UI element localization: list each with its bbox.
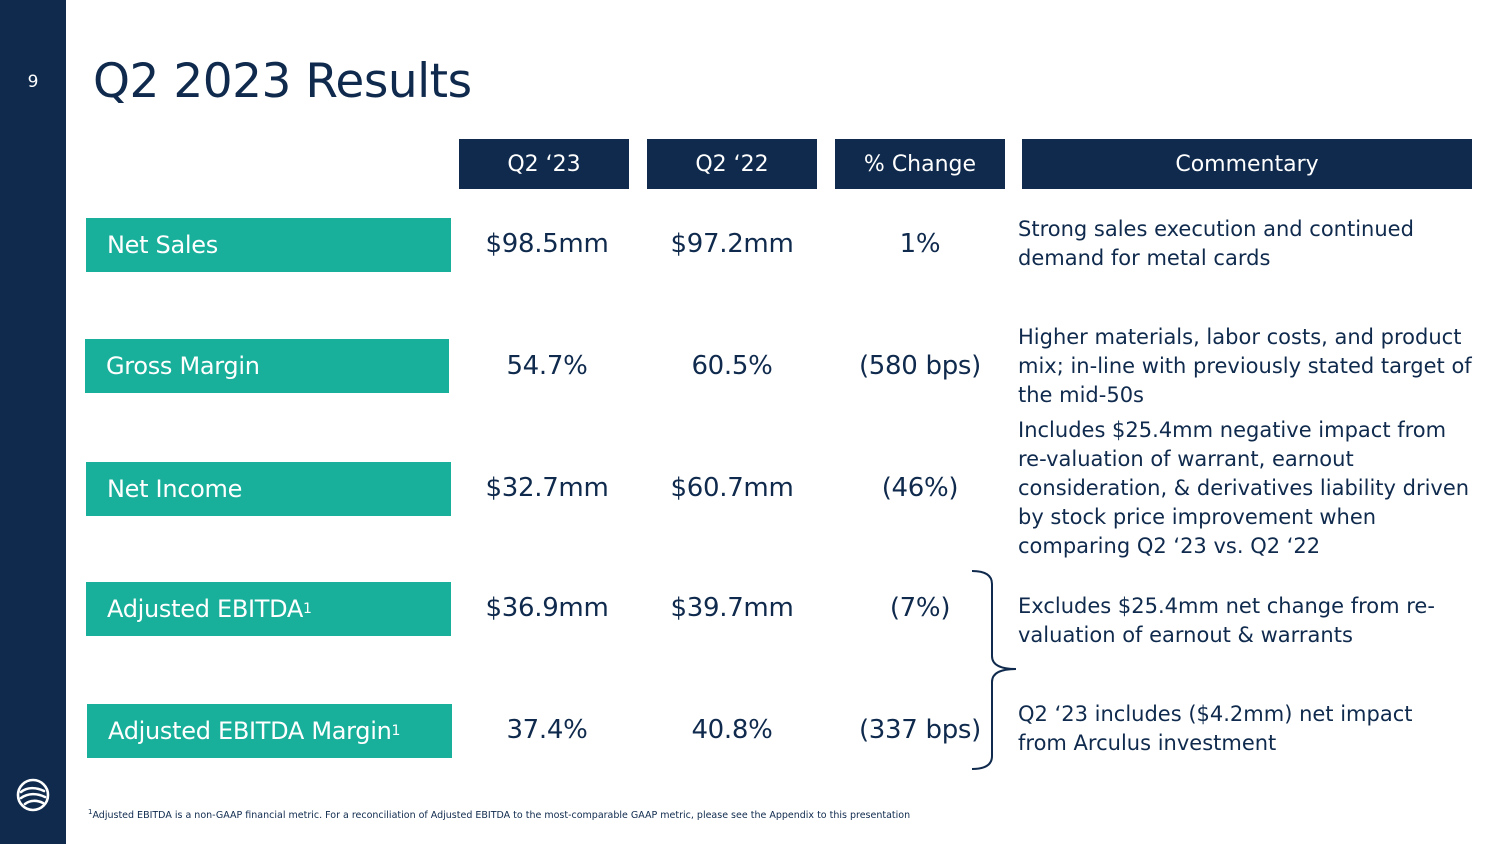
row-label-text: Net Income — [107, 475, 243, 503]
cell-adjusted-ebitda-margin-change: (337 bps) — [858, 715, 982, 745]
page-number: 9 — [27, 72, 39, 92]
footnote-marker: 1 — [303, 601, 312, 617]
cell-net-sales-q2-23: $98.5mm — [485, 229, 609, 259]
cell-gross-margin-q2-22: 60.5% — [691, 351, 773, 381]
commentary-adjusted-ebitda-margin: Q2 ‘23 includes ($4.2mm) net impact from… — [1018, 702, 1413, 755]
page-title: Q2 2023 Results — [93, 54, 472, 109]
row-label-adjusted-ebitda: Adjusted EBITDA 1 — [86, 582, 451, 636]
row-label-gross-margin: Gross Margin — [85, 339, 449, 393]
commentary-net-income: Includes $25.4mm negative impact from re… — [1018, 418, 1470, 558]
row-label-net-sales: Net Sales — [86, 218, 451, 272]
footnote-marker: 1 — [391, 723, 401, 739]
footnote-text: Adjusted EBITDA is a non-GAAP financial … — [92, 810, 911, 822]
sidebar: 9 — [0, 0, 66, 844]
column-header-q2-23: Q2 ‘23 — [459, 139, 629, 189]
cell-adjusted-ebitda-q2-23: $36.9mm — [485, 593, 609, 623]
cell-adjusted-ebitda-margin-q2-22: 40.8% — [691, 715, 773, 745]
cell-net-income-q2-23: $32.7mm — [485, 473, 609, 503]
row-label-text: Gross Margin — [106, 352, 260, 380]
cell-adjusted-ebitda-q2-22: $39.7mm — [670, 593, 794, 623]
cell-adjusted-ebitda-change: (7%) — [889, 593, 951, 623]
cell-net-income-change: (46%) — [881, 473, 959, 503]
cell-adjusted-ebitda-margin-q2-23: 37.4% — [506, 715, 588, 745]
cell-net-sales-change: 1% — [899, 229, 941, 259]
cell-gross-margin-q2-23: 54.7% — [506, 351, 588, 381]
column-header-q2-22: Q2 ‘22 — [647, 139, 817, 189]
row-label-adjusted-ebitda-margin: Adjusted EBITDA Margin 1 — [87, 704, 452, 758]
column-header-change: % Change — [835, 139, 1005, 189]
row-label-net-income: Net Income — [86, 462, 451, 516]
commentary-gross-margin: Higher materials, labor costs, and produ… — [1018, 325, 1472, 407]
row-label-text: Adjusted EBITDA — [107, 595, 303, 623]
row-label-text: Adjusted EBITDA Margin — [108, 717, 392, 745]
row-label-text: Net Sales — [107, 231, 218, 259]
company-logo-icon — [16, 778, 50, 812]
cell-net-income-q2-22: $60.7mm — [670, 473, 794, 503]
commentary-adjusted-ebitda: Excludes $25.4mm net change from re-valu… — [1018, 594, 1435, 647]
footnote-number: 1 — [88, 808, 93, 816]
column-header-commentary: Commentary — [1022, 139, 1472, 189]
curly-brace-icon — [971, 570, 1017, 770]
commentary-net-sales: Strong sales execution and continued dem… — [1018, 217, 1414, 270]
footnote: 1Adjusted EBITDA is a non-GAAP financial… — [88, 808, 910, 821]
cell-gross-margin-change: (580 bps) — [858, 351, 982, 381]
cell-net-sales-q2-22: $97.2mm — [670, 229, 794, 259]
